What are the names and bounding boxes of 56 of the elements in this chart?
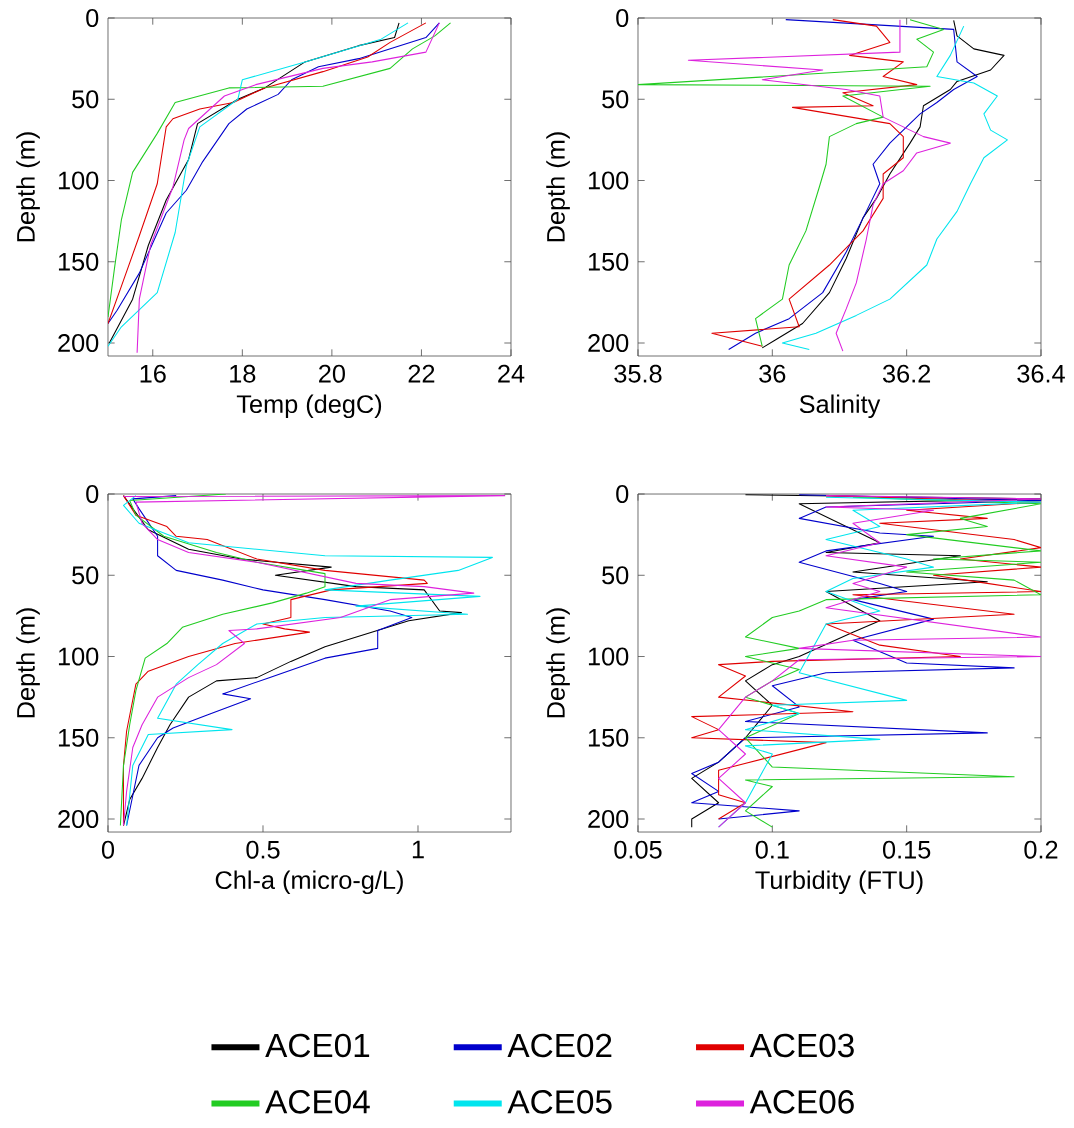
x-axis-title: Salinity [799,394,881,419]
y-tick-label: 200 [588,334,629,352]
line-series [637,19,945,347]
y-tick-label: 50 [72,90,99,109]
y-axis-title: Depth (m) [546,608,570,718]
x-tick-label: 1 [412,840,424,859]
y-tick-label: 0 [616,9,629,27]
line-series [119,494,326,827]
y-axis-title: Depth (m) [16,608,40,718]
x-tick-label: 18 [230,364,256,383]
y-tick-label: 200 [58,810,99,828]
line-series [728,19,978,351]
legend-label: ACE02 [507,1033,612,1058]
x-tick-label: 36.4 [1017,364,1065,383]
x-tick-label: 22 [408,364,435,383]
y-tick-label: 0 [86,485,99,503]
y-tick-label: 0 [616,485,629,503]
legend-label: ACE06 [749,1090,854,1114]
line-series [711,19,918,347]
x-tick-label: 16 [140,364,166,383]
y-axis-title: Depth (m) [546,132,570,242]
y-tick-label: 150 [58,252,99,271]
x-tick-label: 0.05 [614,840,662,859]
legend-label: ACE04 [265,1090,370,1114]
x-axis-title: Temp (degC) [236,394,382,419]
y-tick-label: 100 [58,647,99,666]
y-tick-label: 100 [588,647,629,666]
x-tick-label: 0.5 [246,840,280,859]
x-tick-label: 0.2 [1024,840,1058,859]
x-tick-label: 36 [759,364,786,383]
x-tick-label: 0.1 [755,840,789,859]
y-tick-label: 100 [588,171,629,190]
y-tick-label: 50 [72,566,99,585]
y-tick-label: 100 [58,171,99,190]
y-tick-label: 150 [588,252,629,271]
y-tick-label: 200 [58,334,99,352]
y-axis-title: Depth (m) [16,132,40,242]
line-series [687,19,951,352]
x-tick-label: 35.8 [614,364,662,383]
legend-label: ACE05 [507,1090,612,1114]
y-tick-label: 50 [602,90,629,109]
y-tick-label: 200 [588,810,629,828]
x-tick-label: 36.2 [882,364,931,383]
y-tick-label: 50 [602,566,629,585]
legend-label: ACE01 [265,1033,370,1058]
x-tick-label: 0 [101,840,115,859]
line-series [136,22,440,354]
x-tick-label: 20 [319,364,345,383]
y-tick-label: 150 [58,728,99,747]
x-axis-title: Turbidity (FTU) [755,870,923,895]
x-tick-label: 0.15 [882,840,931,859]
x-axis-title: Chl-a (micro-g/L) [215,870,403,895]
y-tick-label: 0 [86,9,99,27]
legend-label: ACE03 [749,1033,854,1058]
y-tick-label: 150 [588,728,629,747]
x-tick-label: 24 [498,364,525,383]
